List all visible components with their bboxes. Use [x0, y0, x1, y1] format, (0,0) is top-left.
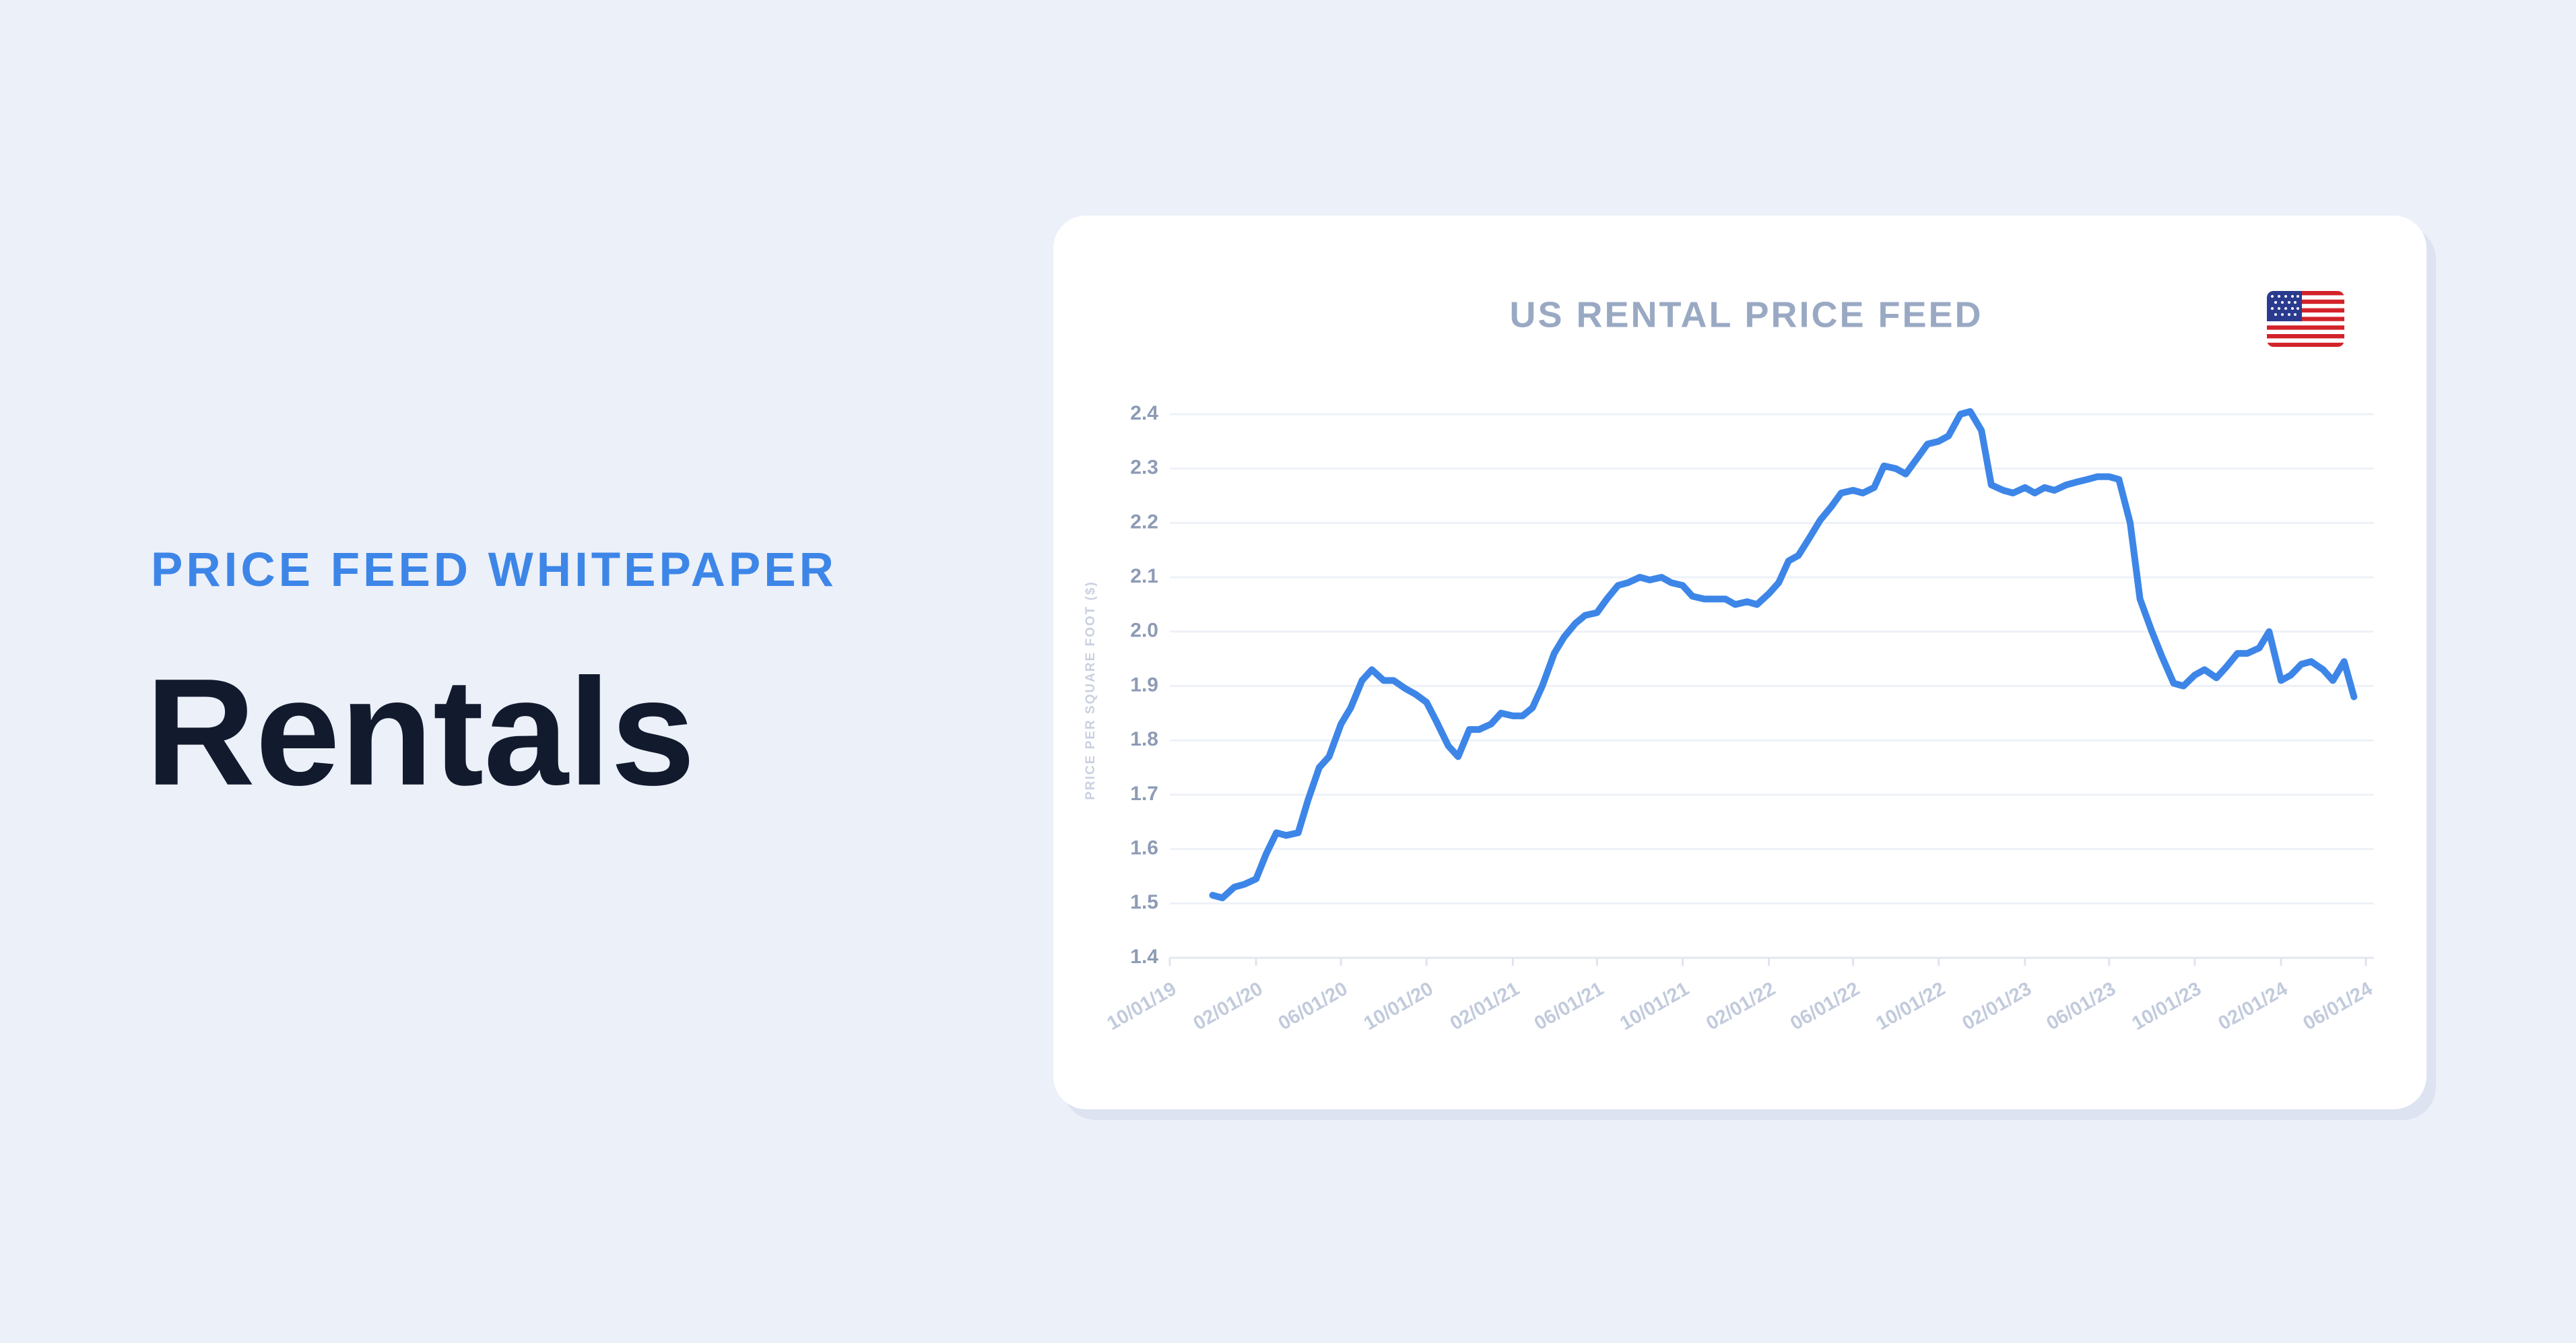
y-tick-label: 2.3: [1130, 457, 1158, 479]
us-flag: [2267, 291, 2344, 347]
y-tick-label: 1.8: [1130, 728, 1158, 750]
y-tick-label: 1.6: [1130, 837, 1158, 859]
y-tick-label: 1.4: [1130, 946, 1158, 968]
eyebrow: PRICE FEED WHITEPAPER: [151, 544, 837, 597]
chart-title: US RENTAL PRICE FEED: [1509, 294, 1983, 335]
price-line: [1209, 408, 2358, 902]
y-axis-title: PRICE PER SQUARE FOOT ($): [1084, 581, 1098, 800]
y-tick-label: 1.9: [1130, 674, 1158, 696]
y-tick-label: 2.2: [1130, 511, 1158, 533]
page-title: Rentals: [145, 647, 695, 817]
chart-card: [1053, 216, 2426, 1109]
y-tick-label: 2.4: [1130, 402, 1158, 424]
y-tick-label: 1.5: [1130, 891, 1158, 913]
y-tick-label: 2.0: [1130, 620, 1158, 642]
y-tick-label: 2.1: [1130, 565, 1158, 587]
y-tick-label: 1.7: [1130, 783, 1158, 805]
